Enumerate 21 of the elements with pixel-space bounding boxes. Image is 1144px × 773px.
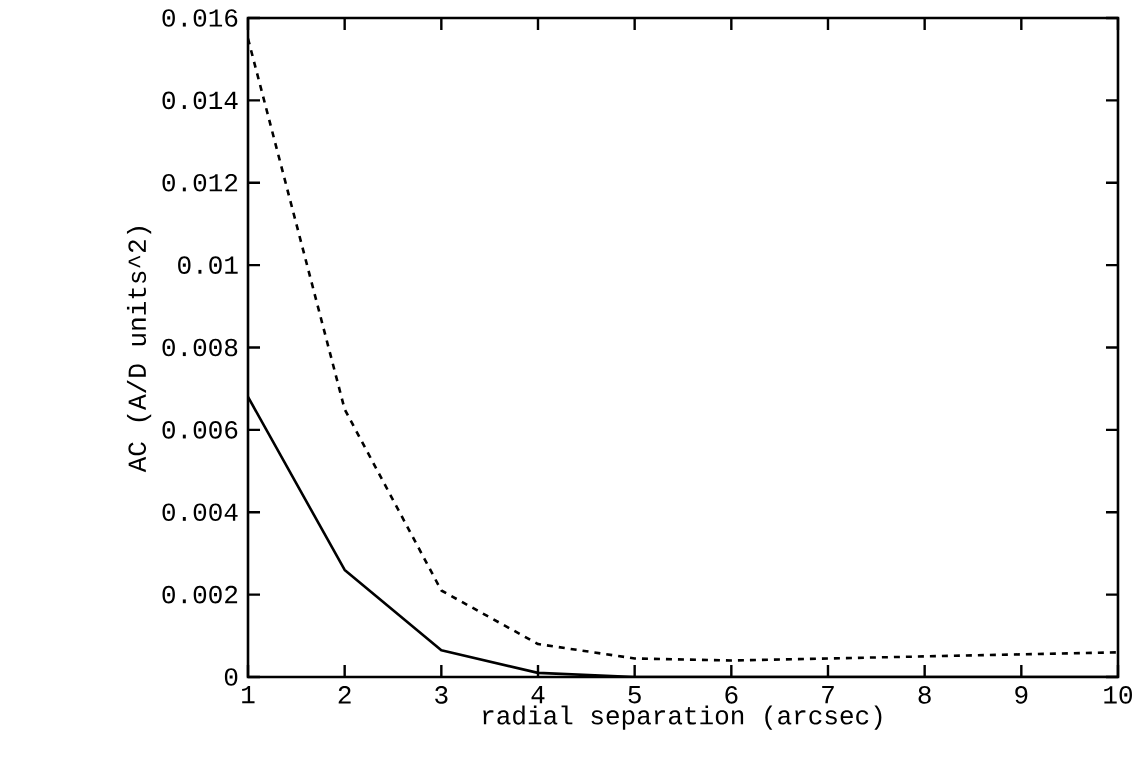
y-tick-label: 0.012 — [162, 173, 238, 192]
x-tick-label: 3 — [435, 686, 448, 704]
y-tick-label: 0 — [224, 668, 238, 686]
x-tick-label: 10 — [1104, 686, 1132, 704]
y-tick-label: 0.016 — [162, 9, 238, 27]
x-tick-label: 8 — [918, 686, 931, 704]
x-tick-label: 2 — [338, 686, 351, 704]
x-tick-label: 7 — [822, 686, 834, 704]
y-tick-label: 0.014 — [162, 91, 238, 110]
x-tick-label: 9 — [1015, 686, 1028, 704]
x-axis-title: radial separation (arcsec) — [483, 705, 882, 730]
y-tick-label: 0.008 — [162, 338, 238, 357]
x-tick-label: 6 — [725, 686, 738, 704]
x-tick-label: 4 — [531, 686, 545, 704]
y-tick-label: 0.006 — [162, 421, 238, 439]
y-tick-label: 0.004 — [162, 503, 238, 522]
x-tick-label: 1 — [242, 686, 255, 704]
x-tick-label: 5 — [628, 686, 641, 704]
y-axis-title: AC (A/D units^2) — [126, 227, 152, 473]
y-tick-label: 0.002 — [162, 585, 238, 604]
y-tick-label: 0.01 — [178, 256, 238, 274]
